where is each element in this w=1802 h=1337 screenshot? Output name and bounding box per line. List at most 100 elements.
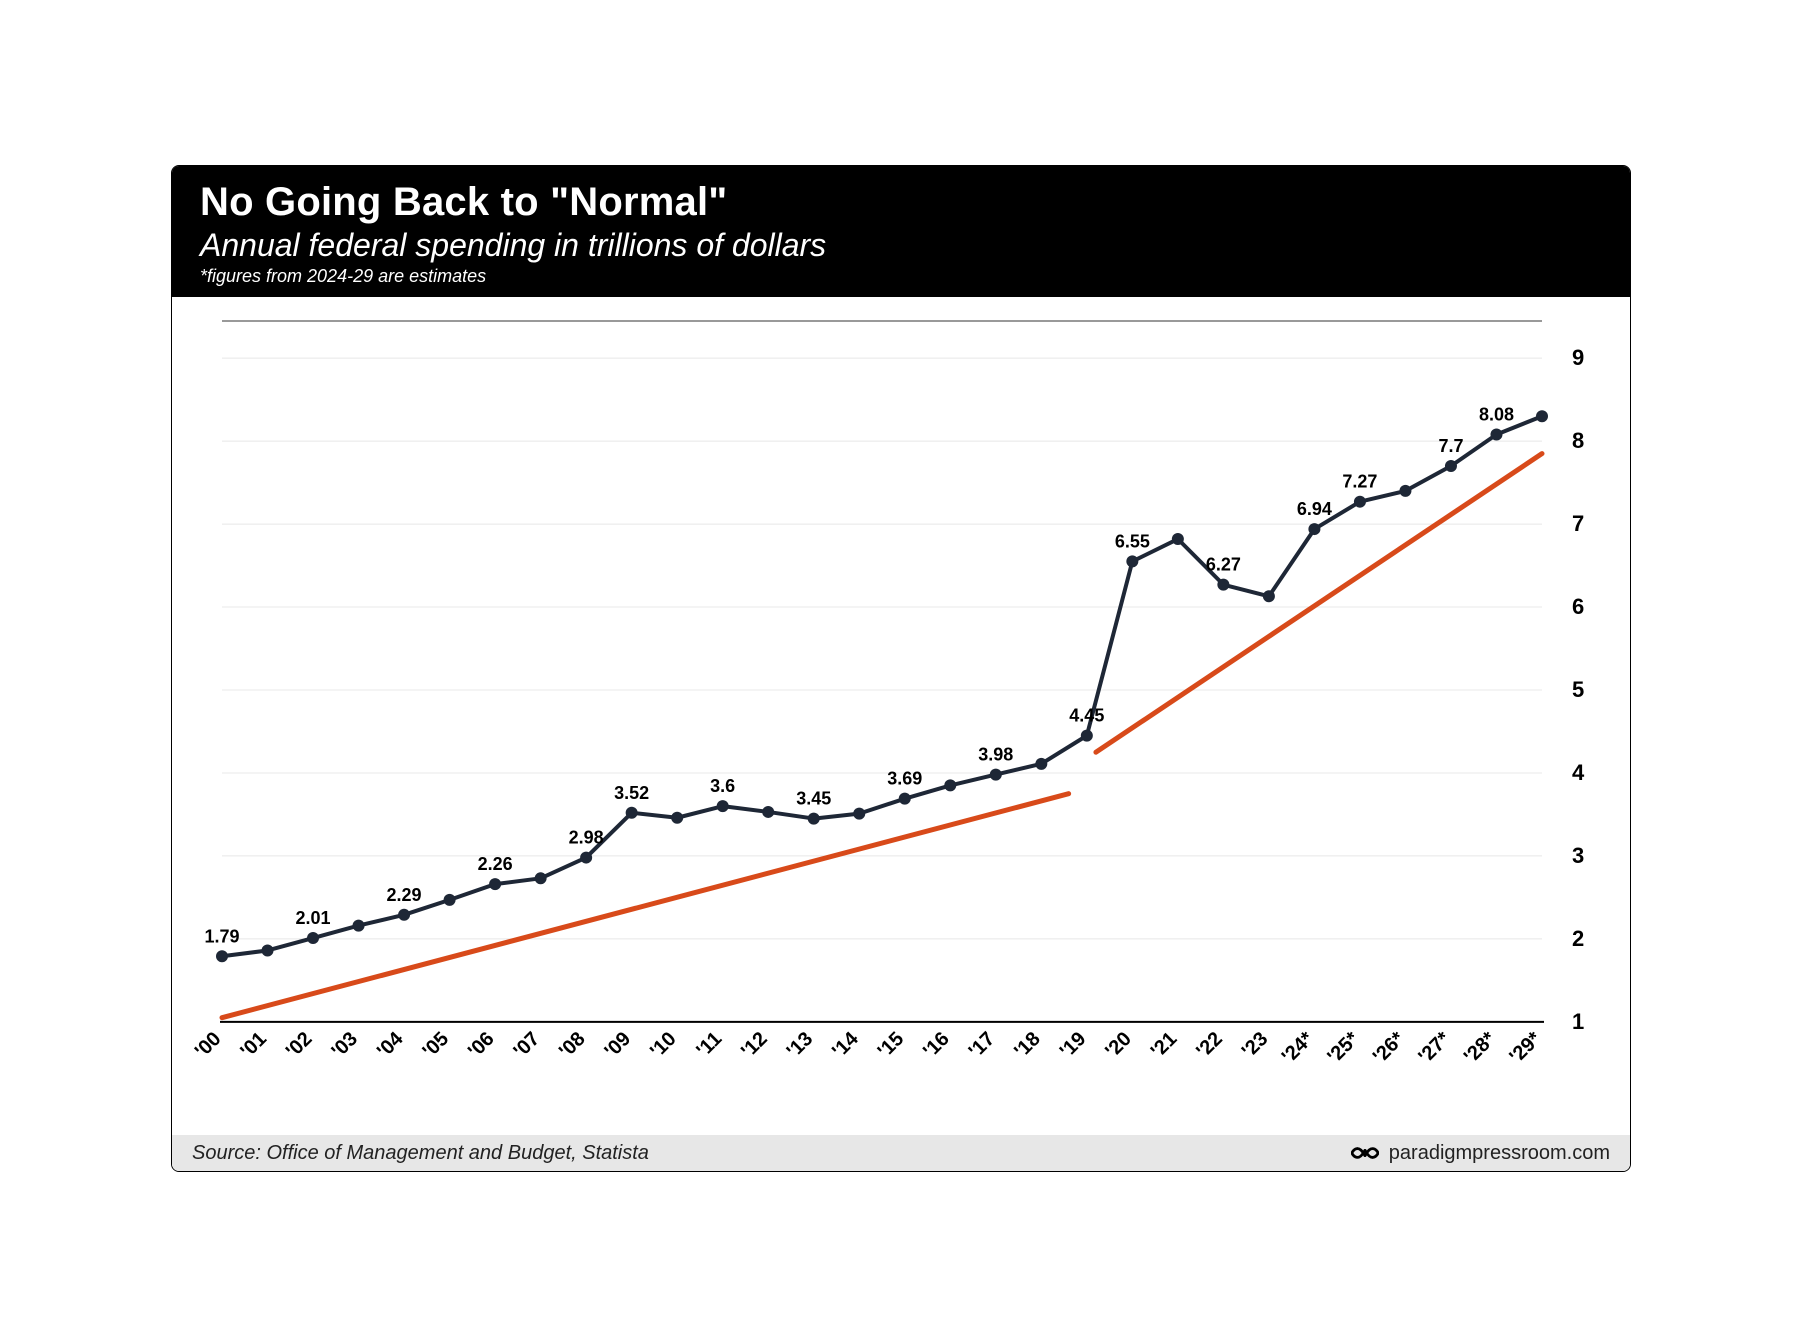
x-tick-label: '03 — [327, 1028, 362, 1063]
x-tick-label: '00 — [192, 1028, 226, 1063]
data-marker — [990, 769, 1002, 781]
data-line — [222, 416, 1542, 956]
x-tick-label: '12 — [737, 1028, 772, 1063]
data-marker — [853, 808, 865, 820]
x-tick-label: '23 — [1238, 1028, 1273, 1063]
x-tick-label: '04 — [373, 1027, 408, 1062]
data-marker — [717, 800, 729, 812]
point-label: 3.69 — [887, 769, 922, 789]
y-tick-label: 6 — [1572, 594, 1584, 619]
x-tick-label: '21 — [1147, 1028, 1182, 1063]
data-marker — [626, 807, 638, 819]
point-label: 1.79 — [204, 926, 239, 946]
x-tick-label: '17 — [965, 1028, 1000, 1063]
data-marker — [489, 878, 501, 890]
data-marker — [535, 872, 547, 884]
point-label: 3.52 — [614, 783, 649, 803]
x-tick-label: '28* — [1460, 1028, 1500, 1068]
x-tick-label: '11 — [692, 1028, 726, 1062]
spending-line-chart: 1 2 3 4 5 6 7 8 9 '00 '01 '02 '03 '04 '05 '06 '07 '08 '09 '… — [192, 305, 1612, 1135]
point-label: 3.6 — [710, 776, 735, 796]
x-tick-label: '19 — [1056, 1028, 1091, 1063]
data-marker — [808, 813, 820, 825]
infinity-icon — [1351, 1139, 1379, 1167]
x-tick-label: '01 — [236, 1028, 271, 1063]
point-label: 7.27 — [1342, 472, 1377, 492]
y-tick-label: 1 — [1572, 1009, 1584, 1034]
y-tick-label: 8 — [1572, 428, 1584, 453]
data-marker — [899, 793, 911, 805]
data-marker — [1308, 523, 1320, 535]
y-tick-label: 2 — [1572, 926, 1584, 951]
x-tick-label: '25* — [1323, 1028, 1363, 1068]
x-tick-label: '15 — [874, 1028, 909, 1063]
x-tick-label: '24* — [1278, 1028, 1318, 1068]
data-marker — [1035, 758, 1047, 770]
data-marker — [444, 894, 456, 906]
y-tick-label: 4 — [1572, 760, 1585, 785]
data-marker — [398, 909, 410, 921]
x-tick-label: '08 — [555, 1028, 590, 1063]
data-marker — [216, 950, 228, 962]
point-label: 2.26 — [478, 854, 513, 874]
data-marker — [1263, 590, 1275, 602]
x-tick-label: '05 — [418, 1028, 453, 1063]
data-marker — [1490, 429, 1502, 441]
point-label: 3.98 — [978, 745, 1013, 765]
x-tick-label: '29* — [1505, 1028, 1545, 1068]
x-tick-label: '02 — [282, 1028, 317, 1063]
chart-note: *figures from 2024-29 are estimates — [200, 266, 1602, 287]
x-tick-label: '18 — [1010, 1028, 1045, 1063]
chart-subtitle: Annual federal spending in trillions of … — [200, 227, 1602, 264]
data-marker — [262, 944, 274, 956]
y-tick-label: 7 — [1572, 511, 1584, 536]
data-marker — [307, 932, 319, 944]
x-tick-label: '20 — [1101, 1028, 1136, 1063]
point-label: 6.55 — [1115, 531, 1150, 551]
x-tick-label: '09 — [601, 1028, 636, 1063]
data-marker — [1081, 730, 1093, 742]
data-marker — [671, 812, 683, 824]
source-text: Source: Office of Management and Budget,… — [192, 1142, 649, 1165]
data-marker — [353, 920, 365, 932]
x-tick-label: '27* — [1414, 1028, 1454, 1068]
chart-title: No Going Back to "Normal" — [200, 180, 1602, 225]
x-tick-label: '26* — [1369, 1028, 1409, 1068]
data-marker — [1399, 485, 1411, 497]
brand-text: paradigmpressroom.com — [1389, 1142, 1610, 1165]
y-tick-label: 9 — [1572, 345, 1584, 370]
x-tick-label: '07 — [509, 1028, 544, 1063]
x-tick-label: '06 — [464, 1028, 499, 1063]
x-tick-label: '22 — [1192, 1028, 1227, 1063]
point-label: 2.29 — [387, 885, 422, 905]
x-tick-label: '14 — [828, 1027, 863, 1062]
plot-area: 1 2 3 4 5 6 7 8 9 '00 '01 '02 '03 '04 '05 '06 '07 '08 '09 '… — [172, 297, 1630, 1135]
brand-block: paradigmpressroom.com — [1351, 1139, 1610, 1167]
point-label: 3.45 — [796, 789, 831, 809]
point-label: 2.01 — [296, 908, 331, 928]
x-tick-label: '16 — [919, 1028, 954, 1063]
data-marker — [944, 779, 956, 791]
data-marker — [580, 852, 592, 864]
point-label: 4.45 — [1069, 706, 1104, 726]
data-marker — [1536, 410, 1548, 422]
point-label: 6.27 — [1206, 555, 1241, 575]
data-marker — [1172, 533, 1184, 545]
y-tick-label: 5 — [1572, 677, 1584, 702]
chart-header: No Going Back to "Normal" Annual federal… — [172, 166, 1630, 297]
chart-footer: Source: Office of Management and Budget,… — [172, 1135, 1630, 1171]
data-marker — [1445, 460, 1457, 472]
point-label: 7.7 — [1438, 436, 1463, 456]
trend-line — [222, 794, 1069, 1018]
data-marker — [1126, 555, 1138, 567]
data-marker — [1217, 579, 1229, 591]
data-marker — [762, 806, 774, 818]
y-tick-label: 3 — [1572, 843, 1584, 868]
point-label: 8.08 — [1479, 405, 1514, 425]
x-tick-label: '10 — [646, 1028, 681, 1063]
point-label: 2.98 — [569, 828, 604, 848]
data-marker — [1354, 496, 1366, 508]
x-tick-label: '13 — [783, 1028, 818, 1063]
chart-card: No Going Back to "Normal" Annual federal… — [171, 165, 1631, 1172]
point-label: 6.94 — [1297, 499, 1332, 519]
